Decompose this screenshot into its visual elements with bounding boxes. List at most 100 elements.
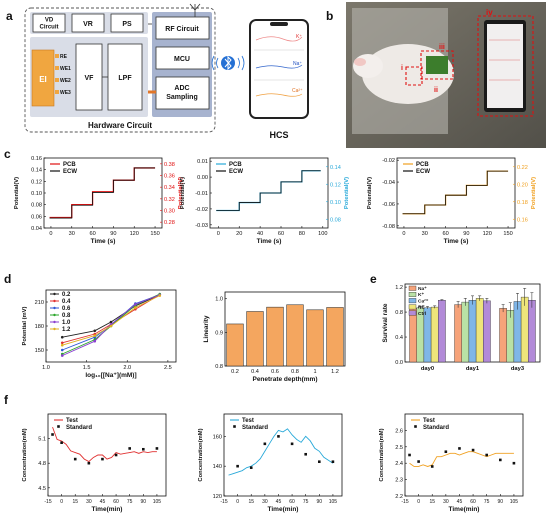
f1-xtick-label: 30 [86,499,92,505]
d1-series-line [62,295,160,346]
c3-xtick-label: 150 [503,231,512,237]
f3-legend-standard-swatch [414,425,417,428]
c1-rtick-label: 0.38 [164,162,175,168]
f3-ytick-label: 2.4 [395,461,403,467]
c1-ytick-label: 0.16 [31,156,42,162]
e-legend-label: Na⁺ [418,286,427,292]
d2-bar [306,309,324,367]
f2-xtick-label: 30 [262,499,268,505]
f3-legend-test-label: Test [423,418,435,424]
e-ytick-label: 1.2 [395,285,403,291]
f1-standard-point [155,447,159,450]
c2-ytick-label: -0.02 [195,207,208,213]
f2-standard-point [236,464,239,468]
c2-xtick-label: 60 [278,231,284,237]
antenna-icon [189,3,201,17]
d1-point [60,348,64,352]
d1-point [60,343,64,347]
f3-ytick-label: 2.2 [395,494,403,500]
f3-standard-point [458,447,461,450]
e-bar [506,310,515,363]
f3-standard-point [512,461,516,465]
d1-legend-marker [53,313,56,317]
d2-plot-frame [224,291,346,367]
e-legend-label: Ctrl [418,311,426,317]
f2-xtick-label: 45 [276,499,282,505]
e-bar [468,300,477,363]
adc-block [155,76,210,110]
phone-icon [249,19,309,119]
c1-xtick-label: 60 [89,231,95,237]
electrode-we2: WE2 [60,78,71,84]
c2-ylabel-right: Potential(V) [344,177,350,209]
c3-series-pcb [402,170,509,215]
d1-legend-label: 1.2 [62,327,71,333]
f2-standard-point [318,460,321,464]
f3-standard-point [430,465,434,468]
e-xtick-label: day1 [466,366,480,372]
c3-ytick-label: -0.02 [382,158,395,164]
c2-ytick-label: -0.01 [195,191,208,197]
f3-ytick-label: 2.5 [395,445,403,451]
c3-ylabel: Potential(V) [367,177,373,209]
e-bar [513,301,522,363]
c1-xtick-label: 120 [130,231,139,237]
panel-d-letter: d [4,272,11,286]
d1-point [134,306,137,309]
d2-ytick-label: 0.8 [215,364,223,370]
e-bar [499,308,507,363]
c2-xlabel: Time (s) [257,238,282,245]
f3-xlabel: Time(min) [449,506,480,513]
f1-xtick-label: 90 [141,499,147,505]
f1-standard-point [101,457,104,461]
d1-point [158,294,162,297]
f2-legend-standard-swatch [233,425,236,428]
f1-standard-point [87,461,91,465]
d1-point [60,341,64,345]
f3-ytick-label: 2.6 [395,428,403,434]
electrode-we1: WE1 [60,66,71,72]
d1-ylabel: Potential (mV) [22,306,28,345]
d1-point [109,320,113,324]
vr-block [71,13,105,33]
f1-ytick-label: 4.5 [38,486,46,492]
adc-label: ADC Sampling [166,85,198,101]
c1-rtick-label: 0.28 [164,220,175,226]
f1-standard-point [114,453,118,457]
f2-test-line [228,428,334,476]
d2-bar [246,311,264,367]
panel-b: b iv iii i ii [326,2,546,148]
e-bar [528,300,536,363]
label-i: i [401,65,403,72]
c3-ytick-label: -0.08 [382,224,395,230]
c1-rtick-label: 0.34 [164,185,175,191]
f3-xtick-label: 60 [470,499,476,505]
f3-xtick-label: -15 [401,499,408,505]
c1-legend-label: PCB [63,162,76,168]
f2-plot-frame [223,413,343,497]
e-ytick-label: 0.4 [395,335,403,341]
f3-xtick-label: 0 [417,499,420,505]
f2-ytick-label: 140 [213,464,222,470]
c1-ytick-label: 0.14 [31,168,42,174]
e-legend-swatch [408,285,417,291]
d1-legend-marker [53,292,56,296]
f2-standard-point [263,442,267,446]
c2-xtick-label: 20 [236,231,242,237]
c2-rtick-label: 0.12 [330,182,341,188]
d2-bar [326,307,344,367]
c3-rtick-label: 0.22 [517,165,528,171]
d2-ytick-label: 0.9 [215,330,223,336]
c2-ytick-label: -0.03 [195,223,208,229]
d2-bar [266,306,284,367]
f3-plot-frame [404,413,524,497]
f1-legend-test-label: Test [66,418,78,424]
e-ytick-label: 0.8 [395,310,403,316]
c2-rtick-label: 0.10 [330,200,341,206]
e-bar [438,300,446,363]
c3-rtick-label: 0.20 [517,182,528,188]
chart-c3-ca-calibration: 0 30 60 90 120 150 -0.08 -0.06 -0.04 -0.02 0.16 0.1… [367,157,537,245]
rf-circuit-label: RF Circuit [165,26,199,33]
d1-legend-marker [53,320,56,324]
e-xtick-label: day3 [511,366,525,372]
